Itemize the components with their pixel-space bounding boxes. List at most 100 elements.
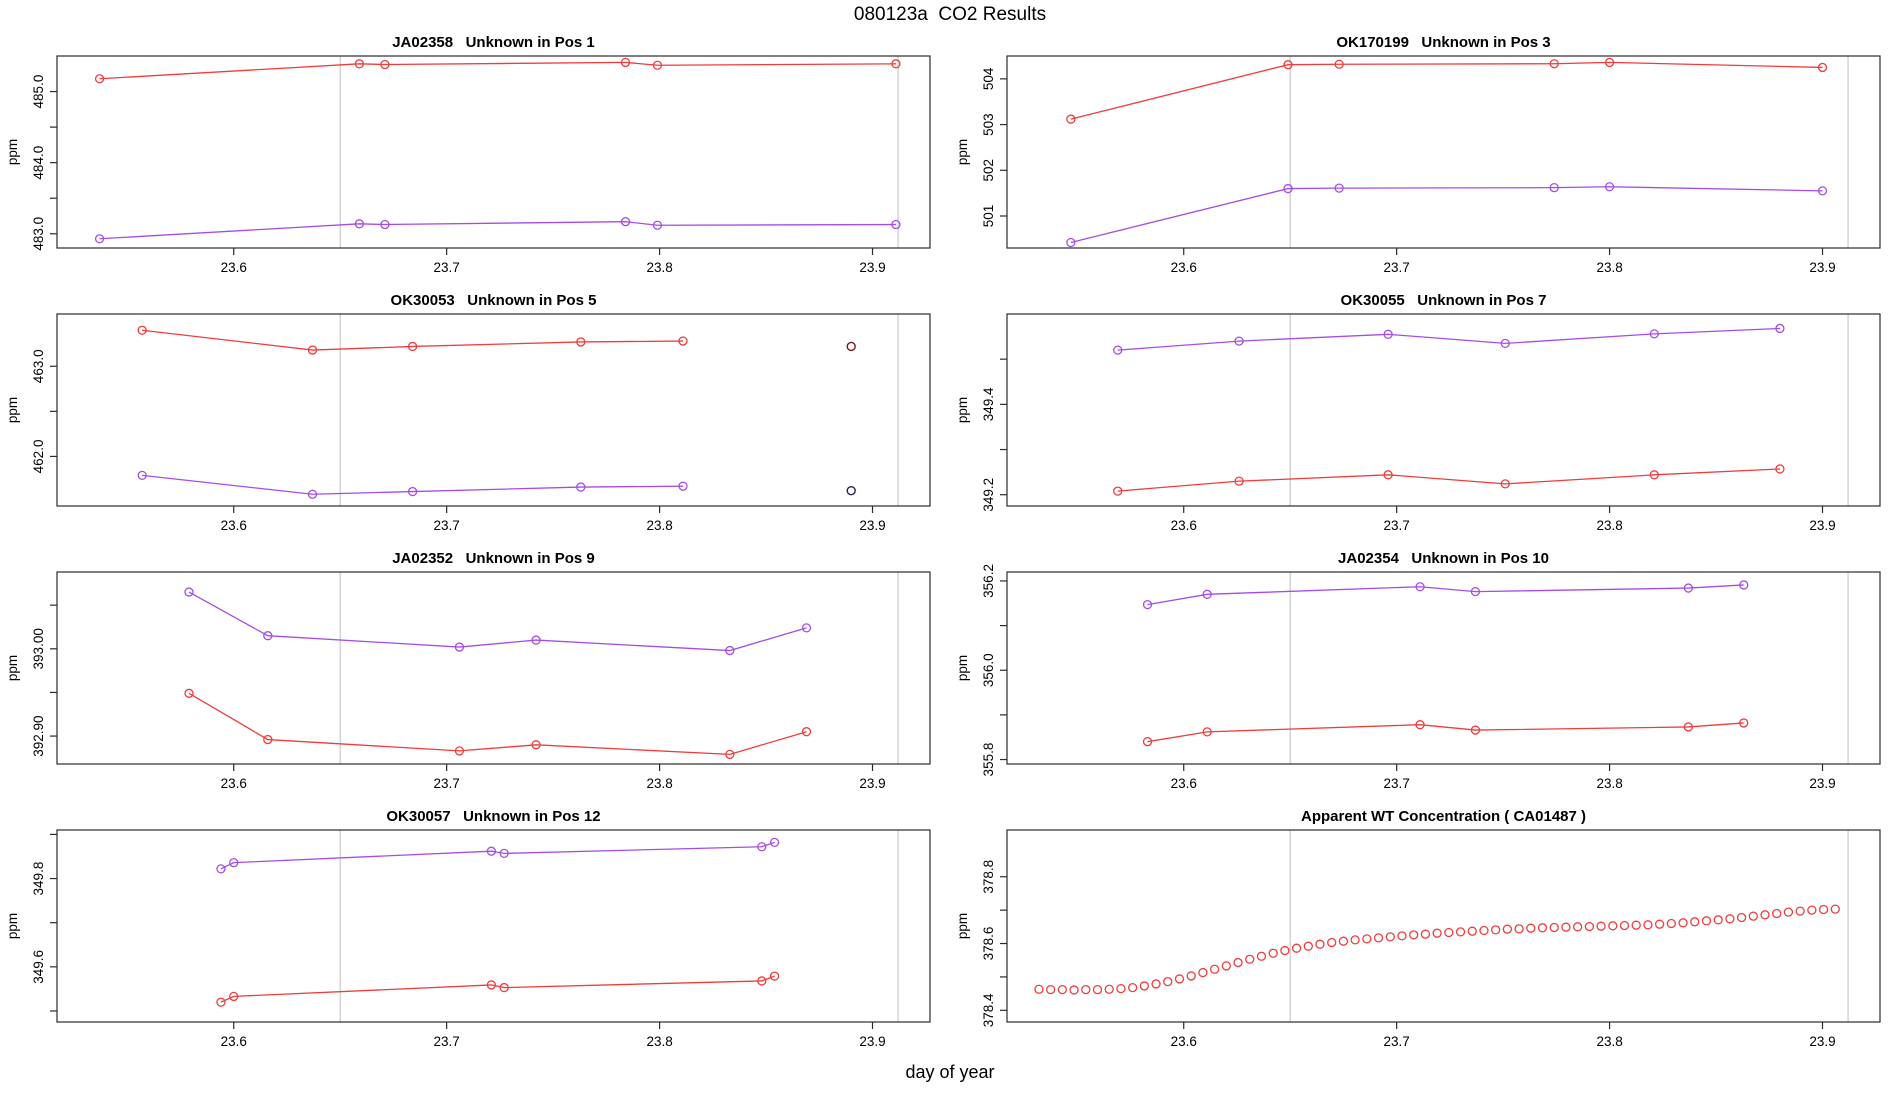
purple-series-marker bbox=[229, 858, 239, 868]
purple-series-line bbox=[220, 841, 775, 870]
purple-series-marker bbox=[652, 220, 663, 230]
x-tick-label: 23.7 bbox=[1384, 1034, 1410, 1049]
red-series-marker bbox=[1643, 920, 1653, 930]
x-tick-label: 23.7 bbox=[434, 776, 460, 791]
x-tick-label: 23.6 bbox=[1171, 260, 1197, 275]
red-series-marker bbox=[1683, 722, 1694, 732]
x-tick-label: 23.6 bbox=[1171, 776, 1197, 791]
red-series-marker bbox=[1608, 921, 1618, 931]
red-series-marker bbox=[1666, 918, 1676, 929]
y-tick-label: 483.0 bbox=[31, 217, 46, 251]
red-series-marker bbox=[1362, 934, 1372, 944]
x-tick-label: 23.9 bbox=[1809, 1034, 1835, 1049]
purple-series-marker bbox=[725, 645, 735, 656]
red-series-marker bbox=[1202, 727, 1212, 737]
subplot-pos-7: OK30055 Unknown in Pos 7 349.2 349.4 ppm 23.… bbox=[950, 290, 1900, 548]
subplot-pos-9: JA02352 Unknown in Pos 9 392.90 393.00 ppm 2… bbox=[0, 548, 950, 806]
red-series-marker bbox=[1502, 924, 1513, 934]
plot-box bbox=[56, 829, 931, 1023]
subplot-pos-10: JA02354 Unknown in Pos 10 355.8 356.0 356.2… bbox=[950, 548, 1900, 806]
x-tick-label: 23.9 bbox=[859, 260, 885, 275]
plot-box bbox=[56, 55, 931, 249]
red-series bbox=[1066, 57, 1828, 124]
red-series-marker bbox=[531, 740, 541, 750]
red-series bbox=[184, 688, 812, 760]
isolated-point bbox=[846, 341, 856, 352]
y-tick-label: 504 bbox=[981, 67, 996, 90]
red-series-marker bbox=[1772, 908, 1782, 919]
purple-series bbox=[94, 217, 901, 244]
red-series-marker bbox=[1127, 982, 1138, 993]
purple-series-marker bbox=[216, 864, 226, 874]
purple-series-marker bbox=[1283, 183, 1293, 194]
red-series bbox=[216, 971, 780, 1007]
red-series-marker bbox=[1113, 486, 1123, 496]
y-tick-label: 349.2 bbox=[981, 478, 996, 512]
figure-title: 080123a CO2 Results bbox=[853, 4, 1047, 25]
subplot-pos-3: OK170199 Unknown in Pos 3 501 502 503 504 ppm… bbox=[950, 32, 1900, 290]
purple-series-marker bbox=[1415, 582, 1425, 592]
plot-box bbox=[1006, 55, 1881, 249]
red-series-marker bbox=[1034, 984, 1044, 994]
red-series-marker bbox=[1066, 114, 1076, 124]
red-series-marker bbox=[1537, 923, 1548, 933]
purple-series-marker bbox=[1142, 599, 1153, 610]
y-tick-label: 378.6 bbox=[981, 927, 996, 961]
red-series-marker bbox=[891, 59, 901, 69]
y-tick-label: 349.4 bbox=[981, 387, 996, 421]
y-axis-title: ppm bbox=[955, 139, 970, 165]
red-series-marker bbox=[1467, 926, 1477, 936]
red-series-marker bbox=[1549, 59, 1559, 69]
red-series-marker bbox=[1631, 920, 1641, 930]
y-tick-label: 462.0 bbox=[31, 440, 46, 474]
purple-series-marker bbox=[801, 623, 812, 633]
red-series-marker bbox=[1584, 921, 1595, 932]
y-tick-label: 502 bbox=[981, 159, 996, 182]
red-series-marker bbox=[216, 997, 226, 1007]
subplot-svg-pos-9: JA02352 Unknown in Pos 9 392.90 393.00 ppm 2… bbox=[5, 550, 931, 791]
purple-series-marker bbox=[1775, 323, 1785, 334]
red-series-marker bbox=[1818, 904, 1829, 915]
red-series-marker bbox=[1116, 983, 1126, 994]
red-series-marker bbox=[769, 971, 780, 981]
red-series-marker bbox=[1163, 976, 1173, 987]
purple-series-line bbox=[1070, 186, 1823, 244]
red-series-marker bbox=[499, 982, 509, 993]
red-series-marker bbox=[94, 74, 105, 84]
x-tick-label: 23.7 bbox=[1384, 776, 1410, 791]
red-series-marker bbox=[1739, 718, 1749, 728]
red-series-marker bbox=[407, 341, 418, 352]
purple-series bbox=[1113, 323, 1785, 355]
red-series-marker bbox=[1409, 930, 1419, 940]
red-series-marker bbox=[1619, 920, 1630, 931]
red-series-marker bbox=[1283, 60, 1293, 70]
red-series-marker bbox=[1500, 479, 1510, 489]
x-tick-label: 23.8 bbox=[1596, 1034, 1622, 1049]
x-tick-label: 23.7 bbox=[434, 1034, 460, 1049]
charts-grid: JA02358 Unknown in Pos 1 483.0 484.0 485.0 p… bbox=[0, 32, 1900, 1064]
red-series-marker bbox=[307, 345, 318, 355]
red-series-marker bbox=[1350, 935, 1360, 945]
red-series-marker bbox=[1444, 927, 1454, 938]
red-series-marker bbox=[1327, 937, 1337, 948]
x-tick-label: 23.6 bbox=[221, 1034, 247, 1049]
subplot-svg-apparent-wt: Apparent WT Concentration ( CA01487 ) 378… bbox=[955, 808, 1881, 1049]
red-series bbox=[1142, 718, 1749, 747]
x-tick-label: 23.7 bbox=[434, 260, 460, 275]
purple-series-marker bbox=[137, 470, 147, 481]
red-series-marker bbox=[184, 688, 194, 698]
red-series bbox=[1034, 904, 1840, 995]
red-series-marker bbox=[454, 746, 465, 756]
y-tick-label: 356.2 bbox=[981, 564, 996, 598]
x-tick-label: 23.8 bbox=[1596, 776, 1622, 791]
y-tick-label: 463.0 bbox=[31, 349, 46, 383]
red-series-marker bbox=[1807, 905, 1817, 915]
red-series-marker bbox=[1046, 984, 1056, 995]
x-tick-label: 23.9 bbox=[859, 1034, 885, 1049]
x-tick-label: 23.9 bbox=[859, 518, 885, 533]
subplot-pos-12: OK30057 Unknown in Pos 12 349.6 349.8 ppm 23… bbox=[0, 806, 950, 1064]
red-series-marker bbox=[137, 325, 147, 335]
y-tick-label: 501 bbox=[981, 205, 996, 228]
red-series-marker bbox=[1432, 928, 1442, 938]
